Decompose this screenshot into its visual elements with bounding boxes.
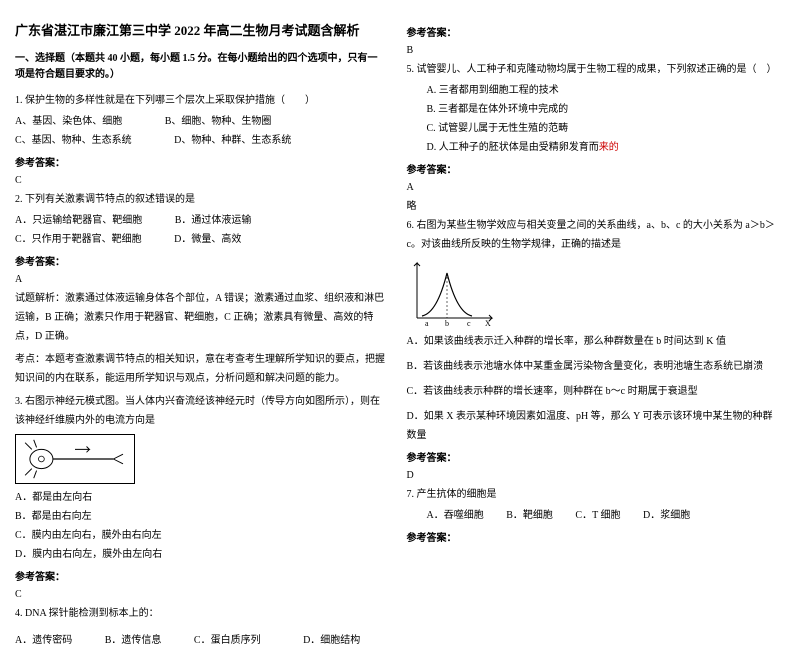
q5-text: 5. 试管婴儿、人工种子和克隆动物均属于生物工程的成果，下列叙述正确的是（ ） <box>407 60 779 79</box>
q2-optd: D．微量、高效 <box>174 234 241 245</box>
q1-optd: D、物种、种群、生态系统 <box>174 135 291 146</box>
q7-optd: D．浆细胞 <box>643 510 690 521</box>
q5-optb: B. 三者都是在体外环境中完成的 <box>407 100 779 119</box>
q6-optd: D．如果 X 表示某种环境因素如温度、pH 等，那么 Y 可表示该环境中某生物的… <box>407 407 779 445</box>
q4-text: 4. DNA 探针能检测到标本上的： <box>15 604 387 623</box>
q2-optb: B．通过体液运输 <box>175 215 252 226</box>
q3-opta: A．都是由左向右 <box>15 488 387 507</box>
q2-answer-label: 参考答案： <box>15 253 387 268</box>
q6-answer: D <box>407 466 779 485</box>
q3-optc: C．膜内由左向右，膜外由右向左 <box>15 526 387 545</box>
svg-text:a: a <box>425 319 429 328</box>
q6-optb: B．若该曲线表示池塘水体中某重金属污染物含量变化，表明池塘生态系统已崩溃 <box>407 357 779 376</box>
q4-opta: A．遗传密码 <box>15 635 72 646</box>
svg-text:c: c <box>467 319 471 328</box>
q1-answer-label: 参考答案： <box>15 154 387 169</box>
bell-curve-diagram: a b c X <box>407 258 497 328</box>
q7-optb: B．靶细胞 <box>506 510 553 521</box>
q7-answer-label: 参考答案： <box>407 529 779 544</box>
q7-text: 7. 产生抗体的细胞是 <box>407 485 779 504</box>
q2-exp1: 试题解析：激素通过体液运输身体各个部位，A 错误；激素通过血浆、组织液和淋巴运输… <box>15 289 387 346</box>
q3-optd: D．膜内由右向左，膜外由左向右 <box>15 545 387 564</box>
q7-optc: C．T 细胞 <box>575 510 620 521</box>
q5-opta: A. 三者都用到细胞工程的技术 <box>407 81 779 100</box>
q4-optb: B．遗传信息 <box>105 635 162 646</box>
q5-answer: A <box>407 178 779 197</box>
q5-optc: C. 试管婴儿属于无性生殖的范畴 <box>407 119 779 138</box>
q6-text: 6. 右图为某些生物学效应与相关变量之间的关系曲线，a、b、c 的大小关系为 a… <box>407 216 779 254</box>
q2-exp2: 考点：本题考查激素调节特点的相关知识，意在考查考生理解所学知识的要点，把握知识间… <box>15 350 387 388</box>
q1-optc: C、基因、物种、生态系统 <box>15 135 132 146</box>
svg-text:X: X <box>485 319 491 328</box>
svg-text:b: b <box>445 319 449 328</box>
q5-lue: 略 <box>407 197 779 216</box>
q5-answer-label: 参考答案： <box>407 161 779 176</box>
q1-text: 1. 保护生物的多样性就是在下列哪三个层次上采取保护措施（ ） <box>15 91 387 110</box>
q4-answer-label: 参考答案： <box>407 24 779 39</box>
q6-answer-label: 参考答案： <box>407 449 779 464</box>
neuron-diagram <box>15 434 135 484</box>
q2-optc: C．只作用于靶器官、靶细胞 <box>15 234 142 245</box>
q1-answer: C <box>15 171 387 190</box>
q5-optd2: 来的 <box>599 142 619 153</box>
q2-text: 2. 下列有关激素调节特点的叙述错误的是 <box>15 190 387 209</box>
q3-answer: C <box>15 585 387 604</box>
q3-optb: B．都是由右向左 <box>15 507 387 526</box>
q6-optc: C．若该曲线表示种群的增长速率，则种群在 b～c 时期属于衰退型 <box>407 382 779 401</box>
q4-optd: D．细胞结构 <box>303 635 360 646</box>
section-header: 一、选择题（本题共 40 小题，每小题 1.5 分。在每小题给出的四个选项中，只… <box>15 51 387 83</box>
q2-opta: A．只运输给靶器官、靶细胞 <box>15 215 142 226</box>
q3-text: 3. 右图示神经元模式图。当人体内兴奋流经该神经元时（传导方向如图所示），则在该… <box>15 392 387 430</box>
q1-optb: B、细胞、物种、生物圈 <box>165 116 272 127</box>
q1-opta: A、基因、染色体、细胞 <box>15 116 122 127</box>
q5-optd1: D. 人工种子的胚状体是由受精卵发育而 <box>427 142 599 153</box>
q6-opta: A．如果该曲线表示迁入种群的增长率，那么种群数量在 b 时间达到 K 值 <box>407 332 779 351</box>
q3-answer-label: 参考答案： <box>15 568 387 583</box>
q2-answer: A <box>15 270 387 289</box>
q4-answer: B <box>407 41 779 60</box>
q4-optc: C．蛋白质序列 <box>194 635 261 646</box>
exam-title: 广东省湛江市廉江第三中学 2022 年高二生物月考试题含解析 <box>15 20 387 39</box>
q7-opta: A．吞噬细胞 <box>427 510 484 521</box>
